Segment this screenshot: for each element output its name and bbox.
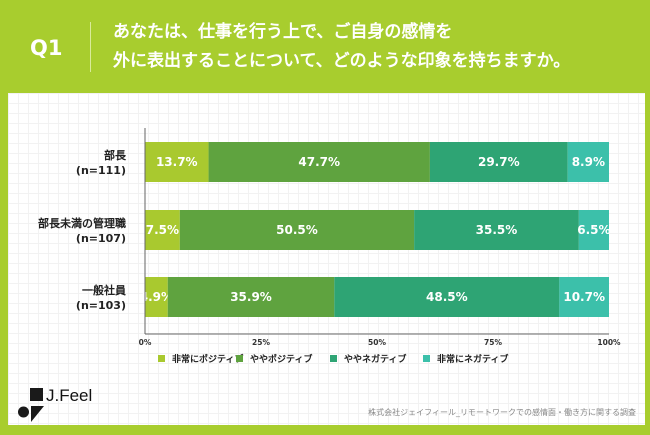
data-label: 48.5% bbox=[426, 290, 468, 304]
bar-segment bbox=[145, 277, 168, 317]
data-label: 10.7% bbox=[563, 290, 605, 304]
logo-text: J.Feel bbox=[46, 386, 93, 405]
data-label: 35.5% bbox=[476, 223, 518, 237]
title-line-1: あなたは、仕事を行う上で、ご自身の感情を bbox=[113, 22, 453, 42]
bar-segment bbox=[208, 142, 430, 182]
question-number: Q1 bbox=[30, 36, 63, 60]
bar-segment bbox=[167, 277, 335, 317]
data-label: 35.9% bbox=[230, 290, 272, 304]
category-label: 部長 bbox=[104, 148, 127, 162]
data-label: 8.9% bbox=[572, 155, 605, 169]
jfeel-logo-icon bbox=[18, 388, 44, 422]
x-tick-label: 0% bbox=[139, 338, 152, 347]
title-line-2: 外に表出することについて、どのような印象を持ちますか。 bbox=[113, 51, 571, 71]
bar-segment bbox=[429, 142, 568, 182]
legend-label: 非常にネガティブ bbox=[437, 353, 508, 365]
category-label: 一般社員 bbox=[82, 283, 126, 297]
x-tick-label: 25% bbox=[252, 338, 270, 347]
category-n: (n=103) bbox=[76, 299, 126, 312]
category-n: (n=107) bbox=[76, 232, 126, 245]
bar-segment bbox=[334, 277, 560, 317]
data-label: 29.7% bbox=[478, 155, 520, 169]
legend-swatch bbox=[423, 355, 430, 362]
legend-label: ややポジティブ bbox=[250, 353, 312, 365]
data-label: 13.7% bbox=[156, 155, 198, 169]
data-label: 47.7% bbox=[298, 155, 340, 169]
legend-label: 非常にポジティブ bbox=[172, 353, 243, 365]
divider bbox=[90, 22, 91, 72]
page-title: あなたは、仕事を行う上で、ご自身の感情を 外に表出することについて、どのような印… bbox=[113, 18, 570, 76]
bar-segment bbox=[559, 277, 609, 317]
x-tick-label: 100% bbox=[597, 338, 621, 347]
x-tick-label: 50% bbox=[368, 338, 386, 347]
bar-segment bbox=[179, 210, 415, 250]
category-label: 部長未満の管理職 bbox=[38, 216, 126, 230]
legend-swatch bbox=[158, 355, 165, 362]
legend-swatch bbox=[236, 355, 243, 362]
legend-swatch bbox=[330, 355, 337, 362]
bar-segment bbox=[414, 210, 579, 250]
bar-segment bbox=[145, 210, 180, 250]
legend-label: ややネガティブ bbox=[344, 353, 406, 365]
bar-segment bbox=[145, 142, 209, 182]
data-label: 6.5% bbox=[577, 223, 610, 237]
category-n: (n=111) bbox=[76, 164, 126, 177]
data-label: 7.5% bbox=[146, 223, 179, 237]
x-tick-label: 75% bbox=[484, 338, 502, 347]
data-label: 4.9% bbox=[140, 290, 173, 304]
bar-segment bbox=[567, 142, 609, 182]
bar-segment bbox=[578, 210, 609, 250]
source-note: 株式会社ジェイフィール_リモートワークでの感情面・働き方に関する調査 bbox=[368, 408, 636, 417]
data-label: 50.5% bbox=[276, 223, 318, 237]
